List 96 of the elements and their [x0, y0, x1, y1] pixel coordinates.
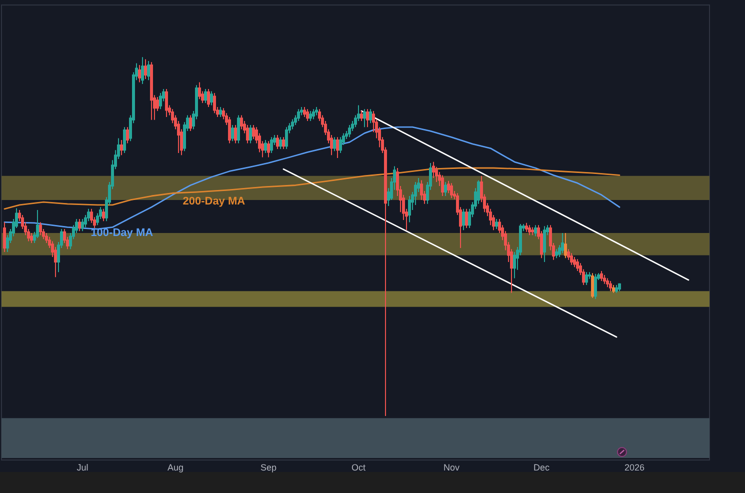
candlestick [513, 251, 516, 279]
candlestick [360, 110, 363, 122]
candlestick [570, 252, 573, 266]
x-tick-label: 2026 [624, 462, 645, 472]
candlestick [285, 126, 288, 150]
series-label: 200-Day MA [182, 195, 246, 208]
candlestick [594, 273, 597, 300]
candlestick [291, 118, 294, 130]
candlestick [555, 248, 558, 259]
candlestick [600, 270, 603, 282]
candlestick [228, 116, 231, 144]
candlestick [450, 182, 453, 199]
candlestick [279, 136, 282, 150]
candlestick [147, 60, 150, 81]
candlestick [303, 106, 306, 118]
candlestick [213, 92, 216, 114]
candlestick [435, 166, 438, 183]
candlestick [138, 64, 141, 83]
candlestick [585, 272, 588, 286]
candlestick [45, 232, 48, 244]
candlestick [564, 232, 567, 259]
candlestick [165, 88, 168, 118]
candlestick [240, 114, 243, 130]
x-tick-label: Sep [260, 462, 277, 472]
candlestick [207, 88, 210, 108]
candlestick [531, 226, 534, 236]
candlestick [102, 208, 105, 222]
candlestick [249, 124, 252, 144]
candlestick [264, 140, 267, 154]
candlestick [306, 108, 309, 122]
candlestick [606, 278, 609, 288]
candlestick [432, 161, 435, 179]
candlestick [528, 224, 531, 236]
x-tick-label: Dec [533, 462, 550, 472]
candlestick [276, 134, 279, 150]
candlestick [78, 218, 81, 232]
candlestick [315, 106, 318, 116]
candlestick [363, 108, 366, 128]
candlestick [420, 180, 423, 200]
candlestick [309, 110, 312, 122]
candlestick [441, 174, 444, 197]
candlestick [543, 226, 546, 263]
candlestick [366, 108, 369, 128]
candlestick [198, 82, 201, 100]
candlestick [615, 284, 618, 294]
candlestick [270, 136, 273, 154]
candlestick [267, 140, 270, 158]
candlestick [495, 218, 498, 230]
candlestick [219, 106, 222, 118]
candlestick [339, 136, 342, 154]
candlestick [159, 92, 162, 110]
x-tick-label: Aug [167, 462, 184, 472]
candlestick [30, 232, 33, 244]
candlestick [123, 126, 126, 154]
x-tick-label: Jul [76, 462, 88, 472]
candlestick [444, 182, 447, 197]
candlestick [210, 90, 213, 106]
candlestick [561, 232, 564, 254]
candlestick [3, 222, 6, 252]
candlestick [237, 114, 240, 144]
candlestick [408, 196, 411, 223]
candlestick [612, 284, 615, 294]
candlestick [465, 208, 468, 228]
candlestick [81, 218, 84, 232]
candlestick [462, 208, 465, 231]
candlestick [369, 108, 372, 124]
candlestick [348, 124, 351, 138]
candlestick [609, 280, 612, 292]
series-label: 100-Day MA [90, 226, 154, 239]
candlestick [573, 256, 576, 268]
candlestick [144, 58, 147, 80]
candlestick [447, 180, 450, 194]
candlestick [603, 274, 606, 284]
candlestick [39, 222, 42, 236]
candlestick [282, 136, 285, 150]
x-tick-label: Nov [443, 462, 460, 472]
candlestick [141, 56, 144, 85]
candlestick [312, 108, 315, 120]
candlestick [336, 136, 339, 158]
candlestick [246, 124, 249, 144]
candlestick [234, 124, 237, 144]
candlestick [231, 124, 234, 142]
candlestick [576, 258, 579, 272]
candlestick [189, 114, 192, 132]
candlestick [252, 124, 255, 140]
candlestick [525, 222, 528, 232]
candlestick [126, 126, 129, 144]
candlestick [120, 140, 123, 156]
candlestick [333, 136, 336, 152]
candlestick [204, 88, 207, 104]
candlestick [150, 62, 153, 120]
candlestick [591, 272, 594, 298]
candlestick [618, 282, 621, 292]
candlestick [297, 108, 300, 122]
x-tick-label: Oct [351, 462, 366, 472]
candlestick [534, 224, 537, 237]
